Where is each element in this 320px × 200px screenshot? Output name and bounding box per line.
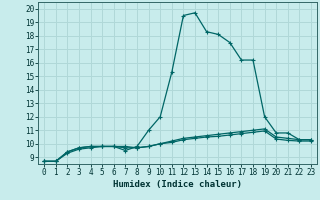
X-axis label: Humidex (Indice chaleur): Humidex (Indice chaleur)	[113, 180, 242, 189]
